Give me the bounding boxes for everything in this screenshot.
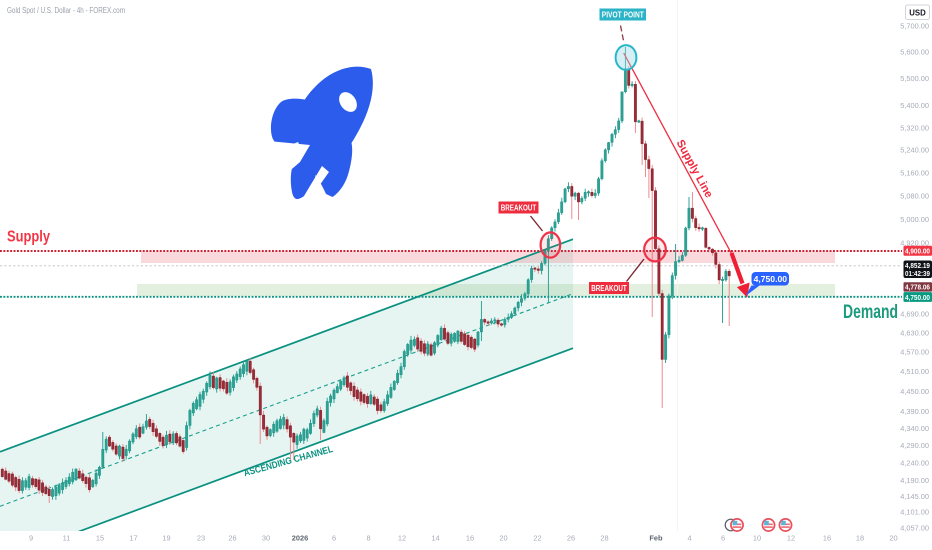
svg-text:5,080.00: 5,080.00 [900, 191, 929, 200]
svg-text:26: 26 [567, 534, 575, 543]
svg-text:4,101.00: 4,101.00 [900, 508, 929, 517]
svg-text:4,570.00: 4,570.00 [900, 348, 929, 357]
svg-text:4,290.00: 4,290.00 [900, 441, 929, 450]
svg-text:4,920.00: 4,920.00 [900, 239, 929, 248]
svg-text:12: 12 [398, 534, 406, 543]
svg-text:Gold Spot / U.S. Dollar - 4h -: Gold Spot / U.S. Dollar - 4h - FOREX.com [7, 5, 125, 15]
svg-text:4,900.00: 4,900.00 [905, 246, 930, 255]
svg-text:23: 23 [197, 534, 205, 543]
svg-text:4,240.00: 4,240.00 [900, 458, 929, 467]
svg-text:5,240.00: 5,240.00 [900, 146, 929, 155]
svg-text:12: 12 [787, 534, 795, 543]
svg-text:USD: USD [909, 8, 926, 17]
svg-text:4,750.00: 4,750.00 [905, 293, 930, 302]
svg-text:Demand: Demand [843, 302, 898, 323]
svg-text:01:42:39: 01:42:39 [905, 269, 930, 278]
svg-text:20: 20 [499, 534, 507, 543]
svg-text:5,600.00: 5,600.00 [900, 48, 929, 57]
svg-text:14: 14 [431, 534, 439, 543]
svg-text:4,340.00: 4,340.00 [900, 424, 929, 433]
svg-text:5,000.00: 5,000.00 [900, 215, 929, 224]
svg-text:5,320.00: 5,320.00 [900, 123, 929, 132]
svg-text:4,190.00: 4,190.00 [900, 476, 929, 485]
svg-text:4,145.00: 4,145.00 [900, 492, 929, 501]
svg-text:4,390.00: 4,390.00 [900, 407, 929, 416]
svg-text:15: 15 [96, 534, 104, 543]
svg-text:17: 17 [129, 534, 137, 543]
svg-text:6: 6 [721, 534, 725, 543]
svg-text:Supply: Supply [7, 229, 50, 246]
svg-text:2026: 2026 [292, 534, 308, 543]
svg-text:6: 6 [332, 534, 336, 543]
svg-text:20: 20 [889, 534, 897, 543]
svg-text:26: 26 [228, 534, 236, 543]
svg-text:9: 9 [29, 534, 33, 543]
svg-text:4,750.00: 4,750.00 [754, 274, 788, 284]
svg-text:28: 28 [600, 534, 608, 543]
svg-text:4,630.00: 4,630.00 [900, 328, 929, 337]
svg-text:22: 22 [533, 534, 541, 543]
svg-text:16: 16 [466, 534, 474, 543]
svg-text:5,500.00: 5,500.00 [900, 74, 929, 83]
svg-text:4,450.00: 4,450.00 [900, 387, 929, 396]
svg-text:4,690.00: 4,690.00 [900, 309, 929, 318]
svg-text:PIVOT POINT: PIVOT POINT [602, 11, 644, 20]
svg-text:BREAKOUT: BREAKOUT [591, 284, 627, 293]
svg-text:8: 8 [366, 534, 370, 543]
svg-text:4,852.19: 4,852.19 [905, 261, 930, 270]
svg-text:19: 19 [162, 534, 170, 543]
svg-text:18: 18 [856, 534, 864, 543]
svg-text:5,160.00: 5,160.00 [900, 168, 929, 177]
svg-text:4: 4 [687, 534, 691, 543]
svg-text:4,778.06: 4,778.06 [905, 283, 930, 292]
svg-text:30: 30 [262, 534, 270, 543]
svg-text:16: 16 [823, 534, 831, 543]
svg-text:Feb: Feb [649, 534, 663, 543]
svg-text:4,057.00: 4,057.00 [900, 524, 929, 533]
svg-text:5,400.00: 5,400.00 [900, 101, 929, 110]
svg-text:10: 10 [753, 534, 761, 543]
svg-text:4,510.00: 4,510.00 [900, 367, 929, 376]
svg-text:11: 11 [63, 534, 71, 543]
svg-text:5,700.00: 5,700.00 [900, 21, 929, 30]
svg-text:BREAKOUT: BREAKOUT [501, 204, 537, 213]
